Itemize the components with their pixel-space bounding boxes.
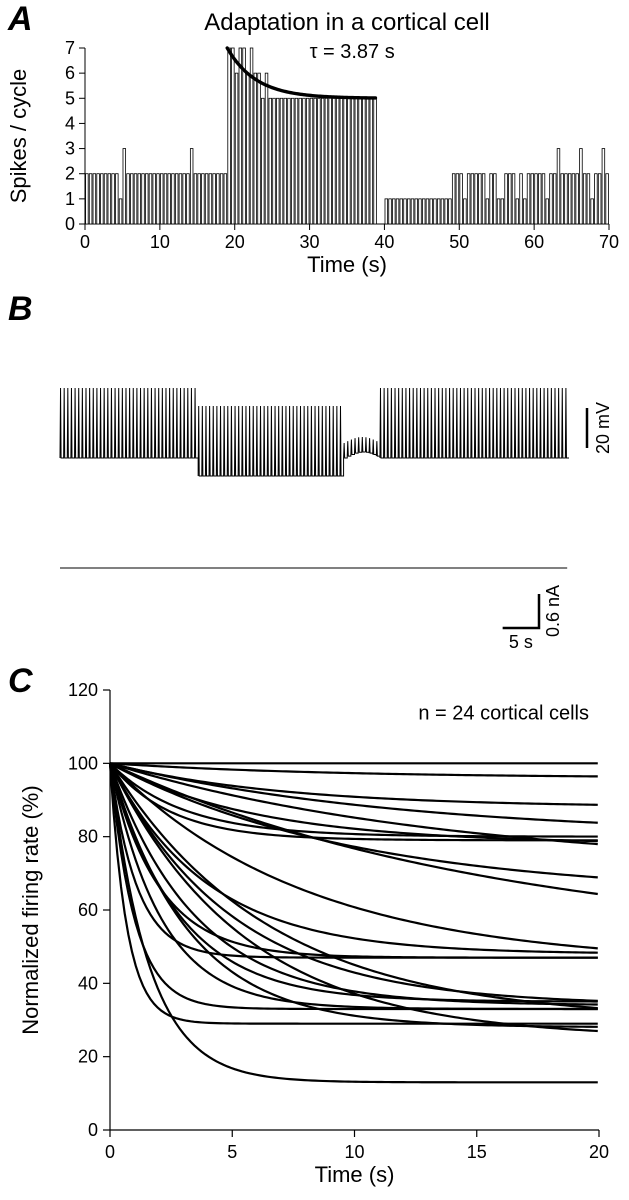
svg-text:70: 70 bbox=[599, 232, 619, 252]
svg-text:0.6 nA: 0.6 nA bbox=[543, 585, 563, 637]
svg-text:n = 24 cortical cells: n = 24 cortical cells bbox=[418, 702, 589, 724]
svg-text:0: 0 bbox=[80, 232, 90, 252]
svg-text:5 s: 5 s bbox=[509, 632, 533, 652]
svg-text:40: 40 bbox=[374, 232, 394, 252]
svg-text:Normalized firing rate (%): Normalized firing rate (%) bbox=[18, 785, 43, 1034]
svg-text:20 mV: 20 mV bbox=[593, 402, 613, 454]
svg-text:50: 50 bbox=[449, 232, 469, 252]
svg-text:15: 15 bbox=[467, 1142, 487, 1162]
svg-text:40: 40 bbox=[78, 973, 98, 993]
svg-text:80: 80 bbox=[78, 827, 98, 847]
svg-text:120: 120 bbox=[68, 680, 98, 700]
svg-text:30: 30 bbox=[300, 232, 320, 252]
svg-text:3: 3 bbox=[65, 139, 75, 159]
panel-c-chart: 0 5 10 15 20 0 20 40 60 80 100 120 Time (s) Normalize… bbox=[0, 670, 629, 1200]
svg-text:20: 20 bbox=[225, 232, 245, 252]
svg-text:5: 5 bbox=[227, 1142, 237, 1162]
svg-text:Spikes / cycle: Spikes / cycle bbox=[6, 69, 31, 204]
svg-text:20: 20 bbox=[78, 1047, 98, 1067]
svg-text:7: 7 bbox=[65, 38, 75, 58]
svg-text:6: 6 bbox=[65, 63, 75, 83]
svg-text:2: 2 bbox=[65, 164, 75, 184]
svg-text:10: 10 bbox=[344, 1142, 364, 1162]
panel-a-chart: Adaptation in a cortical cell τ = 3.87 s 0… bbox=[0, 0, 629, 280]
svg-text:60: 60 bbox=[524, 232, 544, 252]
svg-text:4: 4 bbox=[65, 113, 75, 133]
svg-text:0: 0 bbox=[105, 1142, 115, 1162]
svg-text:Time (s): Time (s) bbox=[315, 1162, 395, 1187]
svg-text:0: 0 bbox=[88, 1120, 98, 1140]
svg-text:1: 1 bbox=[65, 189, 75, 209]
svg-text:τ = 3.87 s: τ = 3.87 s bbox=[310, 41, 395, 63]
svg-text:60: 60 bbox=[78, 900, 98, 920]
svg-text:20: 20 bbox=[589, 1142, 609, 1162]
svg-text:0: 0 bbox=[65, 214, 75, 234]
svg-text:10: 10 bbox=[150, 232, 170, 252]
figure-root: A Adaptation in a cortical cellτ = 3.87 … bbox=[0, 0, 629, 1199]
svg-text:Time (s): Time (s) bbox=[307, 252, 387, 277]
svg-text:100: 100 bbox=[68, 753, 98, 773]
panel-b-traces: 20 mV 5 s 0.6 nA bbox=[0, 298, 629, 668]
svg-text:Adaptation in a cortical cell: Adaptation in a cortical cell bbox=[204, 9, 490, 36]
svg-text:5: 5 bbox=[65, 88, 75, 108]
